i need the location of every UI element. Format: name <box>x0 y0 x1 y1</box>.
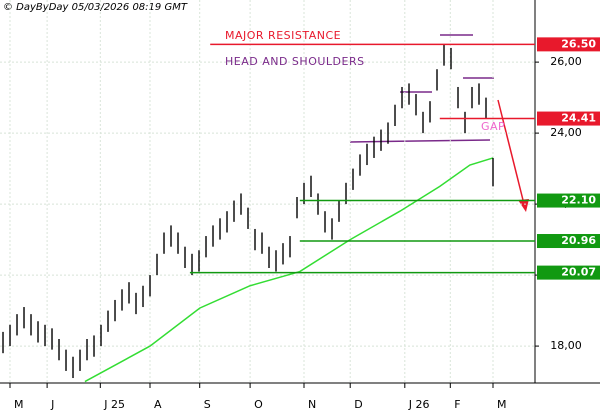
level-box <box>537 234 600 249</box>
y-tick-label: 26,00 <box>550 55 582 68</box>
x-tick-label: A <box>154 398 162 411</box>
y-tick-label: 24,00 <box>550 126 582 139</box>
x-tick-label: O <box>254 398 263 411</box>
level-label: 20.07 <box>561 266 596 279</box>
x-tick-label: N <box>308 398 316 411</box>
level-label: 26.50 <box>561 37 596 50</box>
x-tick-label: D <box>354 398 362 411</box>
annotation: HEAD AND SHOULDERS <box>225 55 365 68</box>
y-tick-label: 18,00 <box>550 339 582 352</box>
arrow <box>497 99 529 212</box>
moving-average <box>84 157 494 383</box>
level-box <box>537 111 600 126</box>
level-box <box>537 193 600 208</box>
x-tick-label: J <box>50 398 54 411</box>
level-box <box>537 37 600 52</box>
level-label: 20.96 <box>561 234 596 247</box>
x-tick-label: J 25 <box>103 398 125 411</box>
header: © DayByDay 05/03/2026 08:19 GMT <box>3 2 188 13</box>
arrow-head <box>518 199 529 212</box>
x-tick-label: M <box>497 398 507 411</box>
annotation: GAP <box>481 120 505 133</box>
level-label: 24.41 <box>561 112 596 125</box>
arrow-line <box>497 99 525 205</box>
x-tick-label: S <box>204 398 211 411</box>
x-tick-label: J 26 <box>408 398 430 411</box>
x-tick-label: F <box>454 398 460 411</box>
level-box <box>537 265 600 280</box>
annotation: MAJOR RESISTANCE <box>225 29 341 42</box>
level-label: 22.10 <box>561 194 596 207</box>
x-tick-label: M <box>14 398 24 411</box>
neckline <box>349 139 491 143</box>
